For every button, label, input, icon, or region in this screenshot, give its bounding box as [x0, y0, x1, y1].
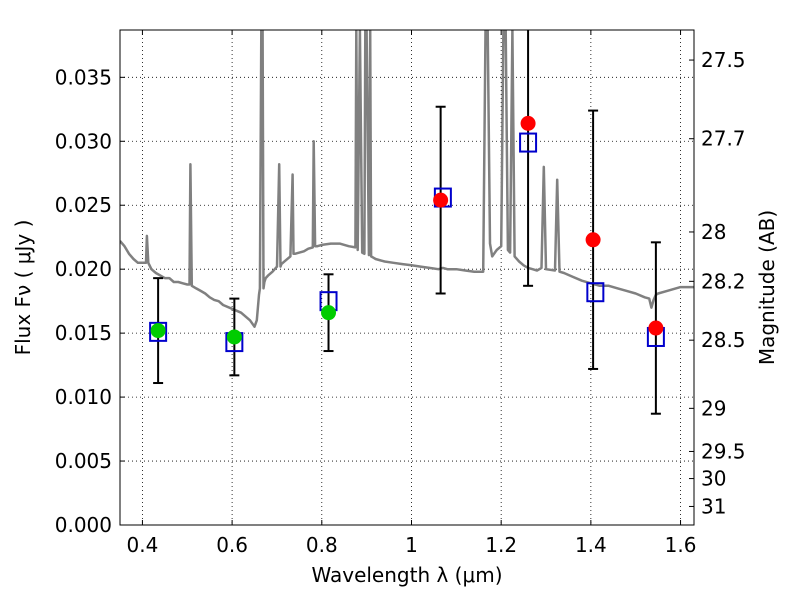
y2-tick-label: 28.5	[701, 328, 746, 352]
x-tick-label: 1.2	[485, 533, 517, 557]
plot-area	[120, 30, 694, 415]
x-axis: 0.4 0.6 0.8 1 1.2 1.4 1.6	[127, 30, 697, 557]
y2-axis: 27.5 27.7 28 28.2 28.5 29 29.5 30 31	[689, 48, 746, 518]
model-photometry-square	[149, 321, 168, 342]
sed-model-line	[120, 30, 694, 328]
model-photometry-square	[586, 282, 605, 303]
y-tick-label: 0.000	[55, 513, 112, 537]
y-tick-label: 0.015	[55, 321, 112, 345]
y2-tick-label: 28.2	[701, 269, 746, 293]
x-tick-label: 0.8	[306, 533, 338, 557]
plot-frame	[119, 29, 695, 526]
y-axis-label: Flux Fν ( μJy )	[11, 220, 35, 356]
red-data-point	[433, 192, 449, 208]
red-data-point	[520, 115, 536, 131]
x-tick-label: 0.6	[216, 533, 248, 557]
x-tick-label: 1	[405, 533, 418, 557]
y-tick-label: 0.010	[55, 385, 112, 409]
y2-tick-label: 29.5	[701, 439, 746, 463]
y2-tick-label: 27.5	[701, 48, 746, 72]
y-tick-label: 0.005	[55, 449, 112, 473]
red-data-point	[585, 232, 601, 248]
model-photometry-square	[519, 132, 538, 153]
x-tick-label: 1.4	[575, 533, 607, 557]
y-tick-label: 0.020	[55, 257, 112, 281]
y-axis: 0.000 0.005 0.010 0.015 0.020 0.025 0.030 0.035	[55, 65, 125, 537]
x-axis-label: Wavelength λ (μm)	[311, 563, 502, 587]
y-tick-label: 0.035	[55, 65, 112, 89]
green-data-point	[150, 323, 166, 339]
x-tick-label: 0.4	[127, 533, 159, 557]
red-data-point	[648, 320, 664, 336]
y2-tick-label: 31	[701, 494, 726, 518]
green-data-point	[226, 329, 242, 345]
y-tick-label: 0.030	[55, 129, 112, 153]
y2-tick-label: 29	[701, 396, 726, 420]
y2-tick-label: 27.7	[701, 127, 746, 151]
y-tick-label: 0.025	[55, 193, 112, 217]
x-tick-label: 1.6	[665, 533, 697, 557]
y2-tick-label: 28	[701, 220, 726, 244]
y2-tick-label: 30	[701, 467, 726, 491]
y2-axis-label: Magnitude (AB)	[755, 210, 779, 365]
green-data-point	[321, 305, 337, 321]
grid	[120, 30, 694, 526]
